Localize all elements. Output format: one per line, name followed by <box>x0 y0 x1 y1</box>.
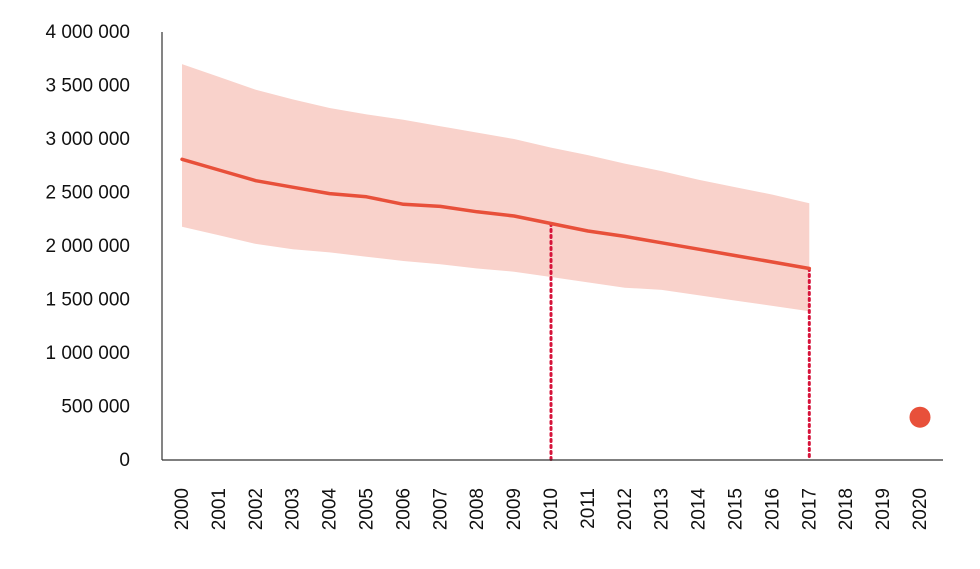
x-tick-label: 2009 <box>504 488 525 530</box>
x-tick-labels: 2000 2001 2002 2003 2004 2005 2006 2007 2008 2009… <box>172 488 931 531</box>
x-tick-label: 2003 <box>283 488 304 530</box>
series-point-layer <box>909 406 931 428</box>
x-tick-label: 2000 <box>172 488 193 530</box>
axes-layer <box>161 32 943 461</box>
x-tick-label: 2011 <box>578 488 599 529</box>
x-tick-label: 2013 <box>652 488 673 530</box>
series-line <box>180 157 812 271</box>
confidence-band-layer <box>182 64 810 312</box>
reference-lines-layer <box>549 222 811 462</box>
x-tick-label: 2019 <box>873 488 894 530</box>
series-line-layer <box>180 157 812 271</box>
y-tick-label: 2 000 000 <box>45 236 130 257</box>
x-tick-label: 2008 <box>467 488 488 530</box>
x-tick-label: 2010 <box>541 488 562 530</box>
confidence-band <box>182 64 810 312</box>
x-tick-label: 2002 <box>246 488 267 530</box>
y-tick-label: 2 500 000 <box>45 183 130 204</box>
y-tick-label: 0 <box>119 450 130 471</box>
y-tick-label: 4 000 000 <box>45 22 130 43</box>
x-tick-label: 2006 <box>393 488 414 530</box>
x-tick-label: 2004 <box>320 488 341 531</box>
x-tick-label: 2018 <box>836 488 857 530</box>
x-tick-label: 2016 <box>762 488 783 530</box>
y-tick-label: 1 500 000 <box>45 290 130 311</box>
y-tick-label: 1 000 000 <box>45 343 130 364</box>
x-tick-label: 2007 <box>430 488 451 530</box>
x-tick-label: 2001 <box>209 488 230 530</box>
x-tick-label: 2012 <box>615 488 636 530</box>
x-tick-label: 2005 <box>357 488 378 530</box>
y-tick-label: 500 000 <box>61 397 130 418</box>
x-tick-label: 2020 <box>910 488 931 530</box>
data-point-2020 <box>909 406 931 428</box>
x-tick-label: 2014 <box>689 488 710 531</box>
y-tick-label: 3 000 000 <box>45 129 130 150</box>
y-tick-label: 3 500 000 <box>45 76 130 97</box>
x-tick-label: 2015 <box>726 488 747 530</box>
x-tick-label: 2017 <box>799 488 820 530</box>
y-tick-labels: 0 500 000 1 000 000 1 500 000 2 000 000 2 500… <box>45 22 130 471</box>
